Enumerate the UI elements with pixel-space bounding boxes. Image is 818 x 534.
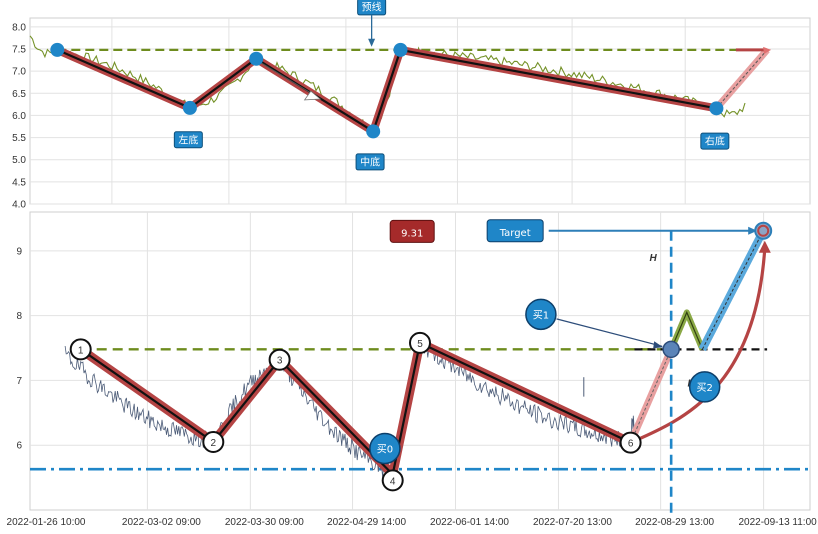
target-price-label: 9.31: [401, 228, 423, 239]
bottom-x-tick-label: 2022-01-26 10:00: [7, 517, 86, 528]
top-pattern-node: [182, 100, 197, 115]
top-annotation-label: 预线: [362, 0, 382, 13]
top-y-tick-label: 7.5: [12, 45, 26, 56]
bottom-x-tick-label: 2022-06-01 14:00: [430, 517, 509, 528]
top-annotation-label: 右底: [705, 135, 725, 148]
top-y-tick-label: 7.0: [12, 67, 26, 78]
target-arrowhead: [748, 226, 758, 235]
bottom-pattern-line: [80, 341, 632, 476]
breakout-node: [662, 340, 680, 359]
bottom-x-tick-label: 2022-04-29 14:00: [327, 517, 406, 528]
top-pattern-node: [249, 51, 264, 66]
pattern-node-circle: [69, 338, 92, 361]
pattern-node-circle: [268, 348, 291, 371]
breakout-line: [630, 349, 672, 443]
bottom-price-line: [64, 337, 635, 480]
top-y-tick-label: 4.0: [12, 200, 26, 211]
top-pattern-node: [393, 42, 408, 57]
bottom-y-tick-label: 7: [16, 376, 22, 387]
projection-arrowhead: [758, 240, 771, 253]
top-y-tick-label: 5.0: [12, 155, 26, 166]
top-pattern-node: [709, 101, 724, 116]
top-y-tick-label: 6.0: [12, 111, 26, 122]
target-price-box: [389, 219, 435, 243]
top-pattern-node: [50, 42, 65, 57]
pattern-node-circle: [409, 331, 431, 354]
pattern-node-label: 6: [628, 439, 634, 450]
top-y-tick-label: 4.5: [12, 177, 26, 188]
top-annotation-box: [700, 132, 730, 150]
pattern-node-label: 3: [277, 356, 283, 367]
top-annotation-box: [173, 131, 203, 149]
buy-marker-label: 买0: [377, 443, 393, 455]
top-annotation-box: [355, 153, 385, 171]
top-y-tick-label: 5.5: [12, 133, 26, 144]
buy1-pointer: [556, 318, 663, 347]
buy1-pointer-head: [653, 341, 664, 349]
top-forecast-line: [716, 49, 768, 109]
buy-marker: [525, 298, 557, 331]
top-pattern-node: [366, 124, 381, 139]
pattern-node-circle: [619, 431, 642, 454]
target-node-ring: [757, 224, 770, 237]
target-label: Target: [499, 228, 531, 239]
target-label-box: [486, 219, 544, 243]
pattern-node-circle: [202, 430, 225, 453]
top-panel-frame: [29, 17, 811, 205]
top-forecast-arrowhead: [763, 46, 772, 54]
buy-marker-label: 买2: [697, 382, 713, 394]
pattern-node-label: 2: [211, 438, 217, 449]
bottom-x-tick-label: 2022-03-02 09:00: [122, 517, 201, 528]
top-guide-arrow: [259, 61, 319, 99]
bottom-x-tick-label: 2022-09-13 11:00: [738, 517, 817, 528]
top-y-tick-label: 6.5: [12, 89, 26, 100]
top-neckline-pointer-head: [368, 38, 376, 47]
bottom-y-tick-label: 9: [16, 246, 22, 257]
throwback-line: [670, 310, 703, 350]
pattern-node-label: 4: [390, 476, 396, 487]
buy-marker-label: 买1: [533, 309, 549, 321]
bottom-y-tick-label: 6: [16, 441, 22, 452]
rise-line: [701, 230, 764, 350]
height-label: H: [650, 253, 658, 264]
bottom-x-tick-label: 2022-07-20 13:00: [533, 517, 612, 528]
pattern-node-label: 1: [78, 345, 84, 356]
buy-marker: [688, 371, 721, 403]
top-guide-arrowhead: [303, 90, 322, 101]
pattern-node-label: 5: [417, 339, 423, 350]
top-annotation-label: 中底: [360, 155, 380, 168]
bottom-y-tick-label: 8: [16, 311, 22, 322]
top-annotation-label: 左底: [178, 133, 198, 146]
bottom-x-tick-label: 2022-03-30 09:00: [225, 517, 304, 528]
top-y-tick-label: 8.0: [12, 22, 26, 33]
bottom-x-tick-label: 2022-08-29 13:00: [635, 517, 714, 528]
pattern-node-circle: [381, 469, 404, 492]
buy-marker: [369, 432, 401, 465]
